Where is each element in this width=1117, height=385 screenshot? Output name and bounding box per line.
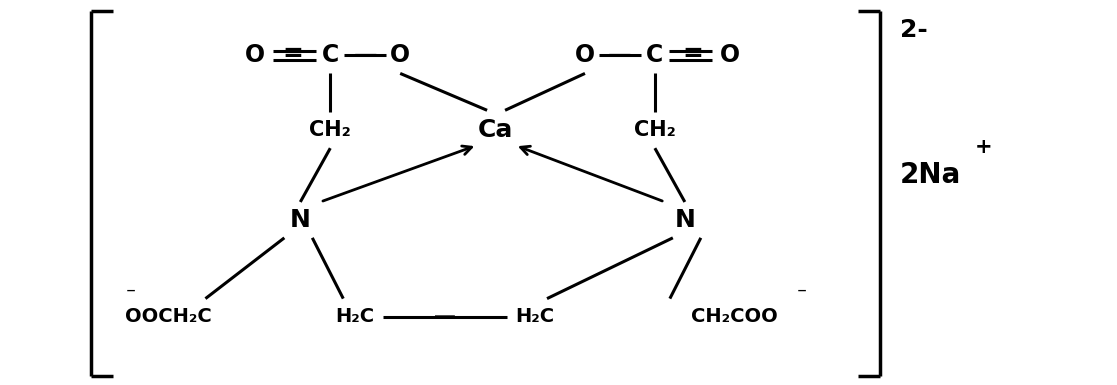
Text: —: — [427, 306, 464, 326]
Text: N: N [675, 208, 695, 232]
Text: ⁻: ⁻ [125, 285, 135, 304]
Text: CH₂COO: CH₂COO [691, 307, 779, 326]
Text: —: — [353, 44, 378, 67]
Text: +: + [974, 137, 992, 157]
Text: C: C [322, 44, 338, 67]
Text: CH₂: CH₂ [634, 120, 676, 140]
Text: H₂C: H₂C [515, 307, 555, 326]
Text: O: O [719, 44, 739, 67]
Text: =: = [283, 42, 304, 67]
Text: —: — [608, 44, 632, 67]
Text: O: O [246, 44, 266, 67]
Text: H₂C: H₂C [336, 307, 375, 326]
Text: CH₂: CH₂ [309, 120, 351, 140]
Text: N: N [290, 208, 311, 232]
Text: 2Na: 2Na [899, 161, 961, 189]
Text: Ca: Ca [477, 118, 513, 142]
Text: O: O [575, 44, 595, 67]
Text: C: C [647, 44, 663, 67]
Text: O: O [390, 44, 410, 67]
Text: OOCH₂C: OOCH₂C [125, 307, 212, 326]
Text: 2-: 2- [899, 18, 927, 42]
Text: =: = [681, 42, 703, 67]
Text: ⁻: ⁻ [796, 285, 806, 304]
